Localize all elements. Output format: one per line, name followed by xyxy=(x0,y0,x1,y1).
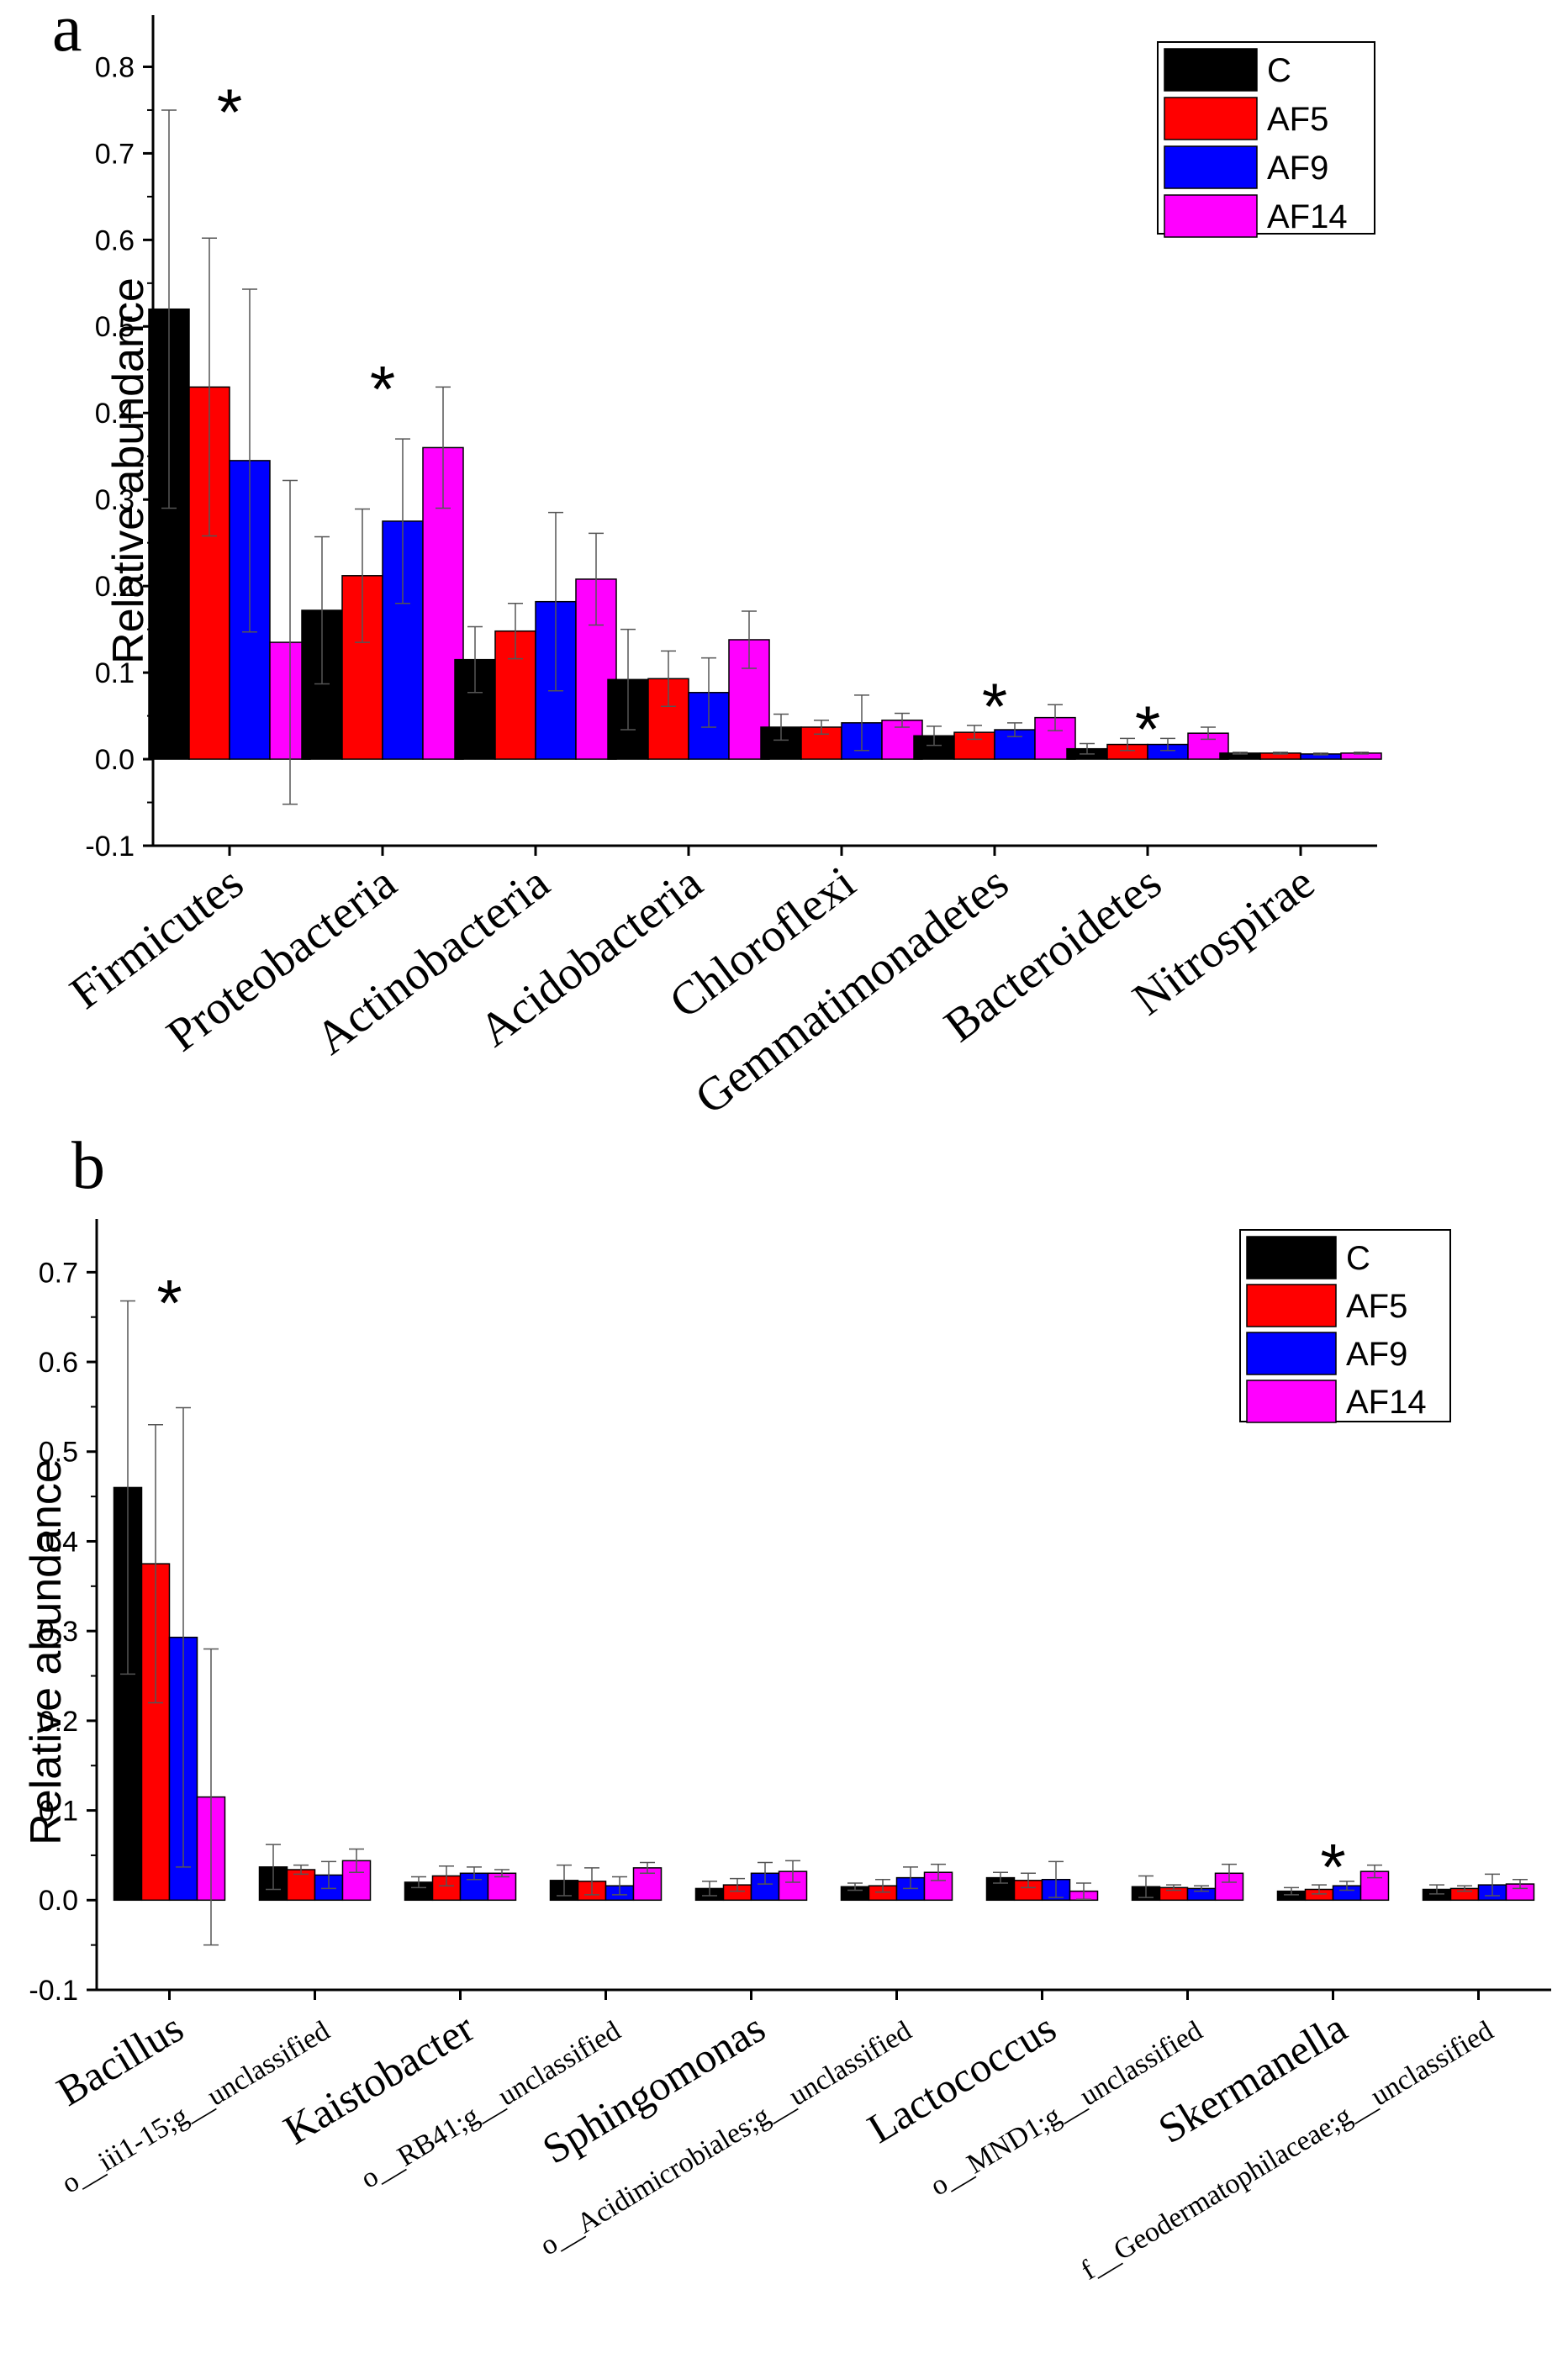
y-tick-label: 0.1 xyxy=(95,657,135,689)
significance-star: * xyxy=(370,351,395,425)
legend-swatch-af14 xyxy=(1246,1380,1337,1423)
y-tick-label: 0.6 xyxy=(39,1347,78,1379)
y-tick-label: 0.5 xyxy=(39,1437,78,1469)
significance-star: * xyxy=(1320,1830,1345,1904)
legend-swatch-af9 xyxy=(1246,1332,1337,1375)
y-tick-label: -0.1 xyxy=(29,1975,78,2007)
legend-label: C xyxy=(1346,1240,1370,1277)
legend-label: C xyxy=(1267,52,1291,89)
panel-label: b xyxy=(71,1129,105,1203)
y-tick-label: 0.2 xyxy=(39,1706,78,1738)
legend-label: AF14 xyxy=(1346,1384,1427,1421)
y-tick-label: 0.3 xyxy=(95,484,135,516)
legend-label: AF14 xyxy=(1267,198,1348,235)
y-tick-label: 0.1 xyxy=(39,1795,78,1827)
y-tick-label: -0.1 xyxy=(85,831,135,863)
legend-swatch-af14 xyxy=(1164,194,1258,238)
y-tick-label: 0.4 xyxy=(95,398,135,430)
y-tick-label: 0.5 xyxy=(95,311,135,343)
legend-swatch-af5 xyxy=(1164,97,1258,140)
legend: C AF5 AF9 AF14 xyxy=(1157,41,1375,238)
legend-label: AF9 xyxy=(1267,150,1328,187)
legend-swatch-c xyxy=(1164,48,1258,92)
legend-swatch-af9 xyxy=(1164,145,1258,189)
significance-star: * xyxy=(217,75,242,149)
y-tick-label: 0.8 xyxy=(95,51,135,83)
legend-swatch-af5 xyxy=(1246,1284,1337,1327)
y-tick-label: 0.7 xyxy=(39,1257,78,1289)
significance-star: * xyxy=(1135,692,1160,766)
y-tick-label: 0.6 xyxy=(95,224,135,256)
y-tick-label: 0.2 xyxy=(95,571,135,603)
legend-label: AF5 xyxy=(1346,1288,1407,1325)
legend: C AF5 AF9 AF14 xyxy=(1239,1229,1451,1423)
y-tick-label: 0.0 xyxy=(95,744,135,776)
y-tick-label: 0.0 xyxy=(39,1885,78,1917)
y-axis-label: Relative abundance xyxy=(104,277,153,664)
legend-label: AF5 xyxy=(1267,101,1328,138)
legend-label: AF9 xyxy=(1346,1336,1407,1373)
significance-star: * xyxy=(982,669,1007,743)
y-axis-label: Relative abundance xyxy=(22,1459,71,1845)
panel-label: a xyxy=(52,0,82,66)
bar-af14-7 xyxy=(1214,1872,1244,1902)
significance-star: * xyxy=(156,1265,182,1339)
y-tick-label: 0.7 xyxy=(95,138,135,170)
y-tick-label: 0.4 xyxy=(39,1526,78,1558)
legend-swatch-c xyxy=(1246,1236,1337,1279)
y-tick-label: 0.3 xyxy=(39,1616,78,1648)
